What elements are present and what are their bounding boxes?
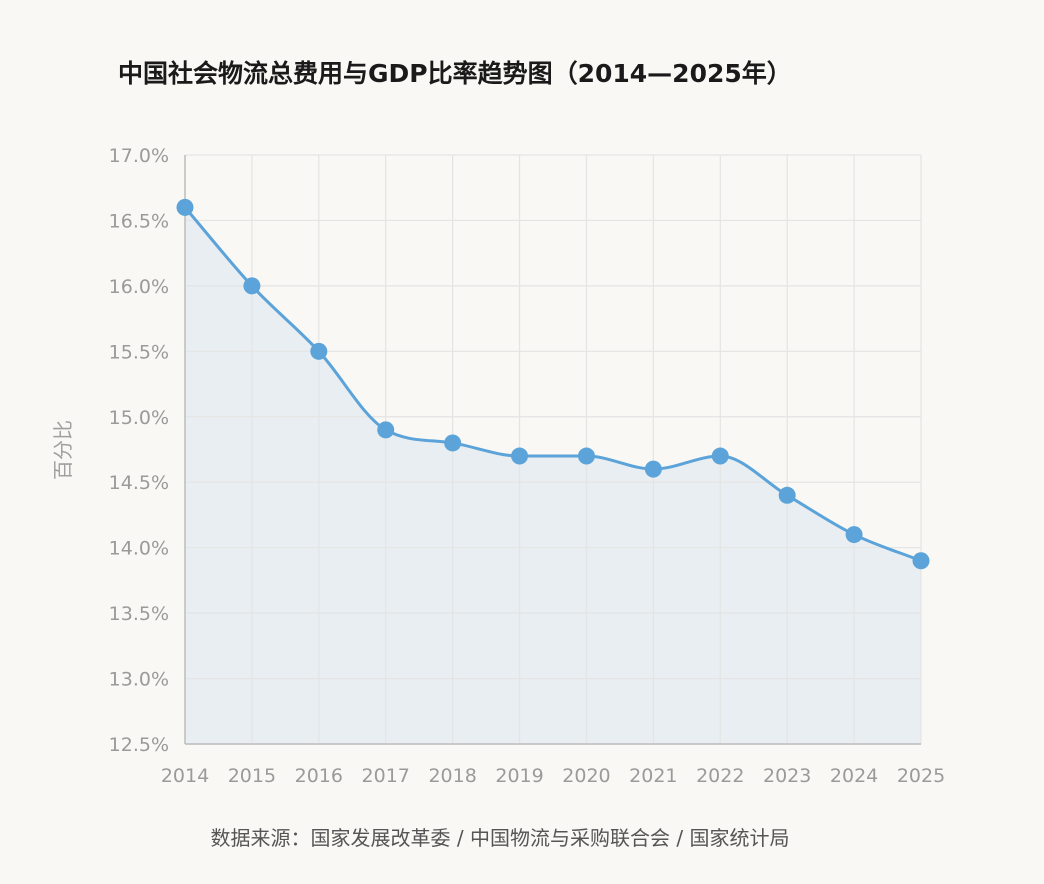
y-axis-title: 百分比 <box>51 420 75 480</box>
x-tick-labels: 2014 2015 2016 2017 2018 2019 2020 2021 2022 2023… <box>161 765 945 787</box>
y-tick-label: 14.5% <box>109 472 169 494</box>
y-tick-label: 15.5% <box>109 341 169 363</box>
y-tick-label: 16.0% <box>109 276 169 298</box>
plot-area-fill-group <box>185 207 921 744</box>
y-tick-label: 13.5% <box>109 603 169 625</box>
x-tick-label: 2014 <box>161 765 209 787</box>
data-point-2018[interactable] <box>444 434 462 452</box>
data-point-2020[interactable] <box>577 447 595 465</box>
x-tick-label: 2023 <box>763 765 811 787</box>
x-tick-label: 2021 <box>629 765 677 787</box>
y-tick-label: 14.0% <box>109 538 169 560</box>
area-fill <box>185 207 921 744</box>
x-tick-label: 2018 <box>428 765 476 787</box>
x-tick-label: 2020 <box>562 765 610 787</box>
y-tick-label: 17.0% <box>109 145 169 167</box>
data-point-2016[interactable] <box>310 342 328 360</box>
source-note: 数据来源：国家发展改革委 / 中国物流与采购联合会 / 国家统计局 <box>211 826 790 850</box>
x-tick-label: 2022 <box>696 765 744 787</box>
data-point-2023[interactable] <box>778 486 796 504</box>
y-tick-label: 16.5% <box>109 210 169 232</box>
axes <box>184 155 921 745</box>
series-layer <box>176 198 930 570</box>
data-point-2025[interactable] <box>912 552 930 570</box>
data-point-2017[interactable] <box>377 421 395 439</box>
x-tick-label: 2024 <box>830 765 878 787</box>
x-tick-label: 2016 <box>295 765 343 787</box>
x-tick-label: 2025 <box>897 765 945 787</box>
x-tick-label: 2019 <box>495 765 543 787</box>
data-point-2022[interactable] <box>711 447 729 465</box>
x-tick-label: 2015 <box>228 765 276 787</box>
x-tick-label: 2017 <box>362 765 410 787</box>
chart-title: 中国社会物流总费用与GDP比率趋势图（2014—2025年） <box>118 59 792 88</box>
data-point-2021[interactable] <box>644 460 662 478</box>
y-tick-label: 13.0% <box>109 669 169 691</box>
y-tick-label: 15.0% <box>109 407 169 429</box>
data-point-2014[interactable] <box>176 198 194 216</box>
data-point-2024[interactable] <box>845 526 863 544</box>
data-point-2019[interactable] <box>511 447 529 465</box>
y-tick-label: 12.5% <box>109 734 169 756</box>
y-tick-labels: 12.5% 13.0% 13.5% 14.0% 14.5% 15.0% 15.5% 16.0%… <box>109 145 169 756</box>
data-point-2015[interactable] <box>243 277 261 295</box>
